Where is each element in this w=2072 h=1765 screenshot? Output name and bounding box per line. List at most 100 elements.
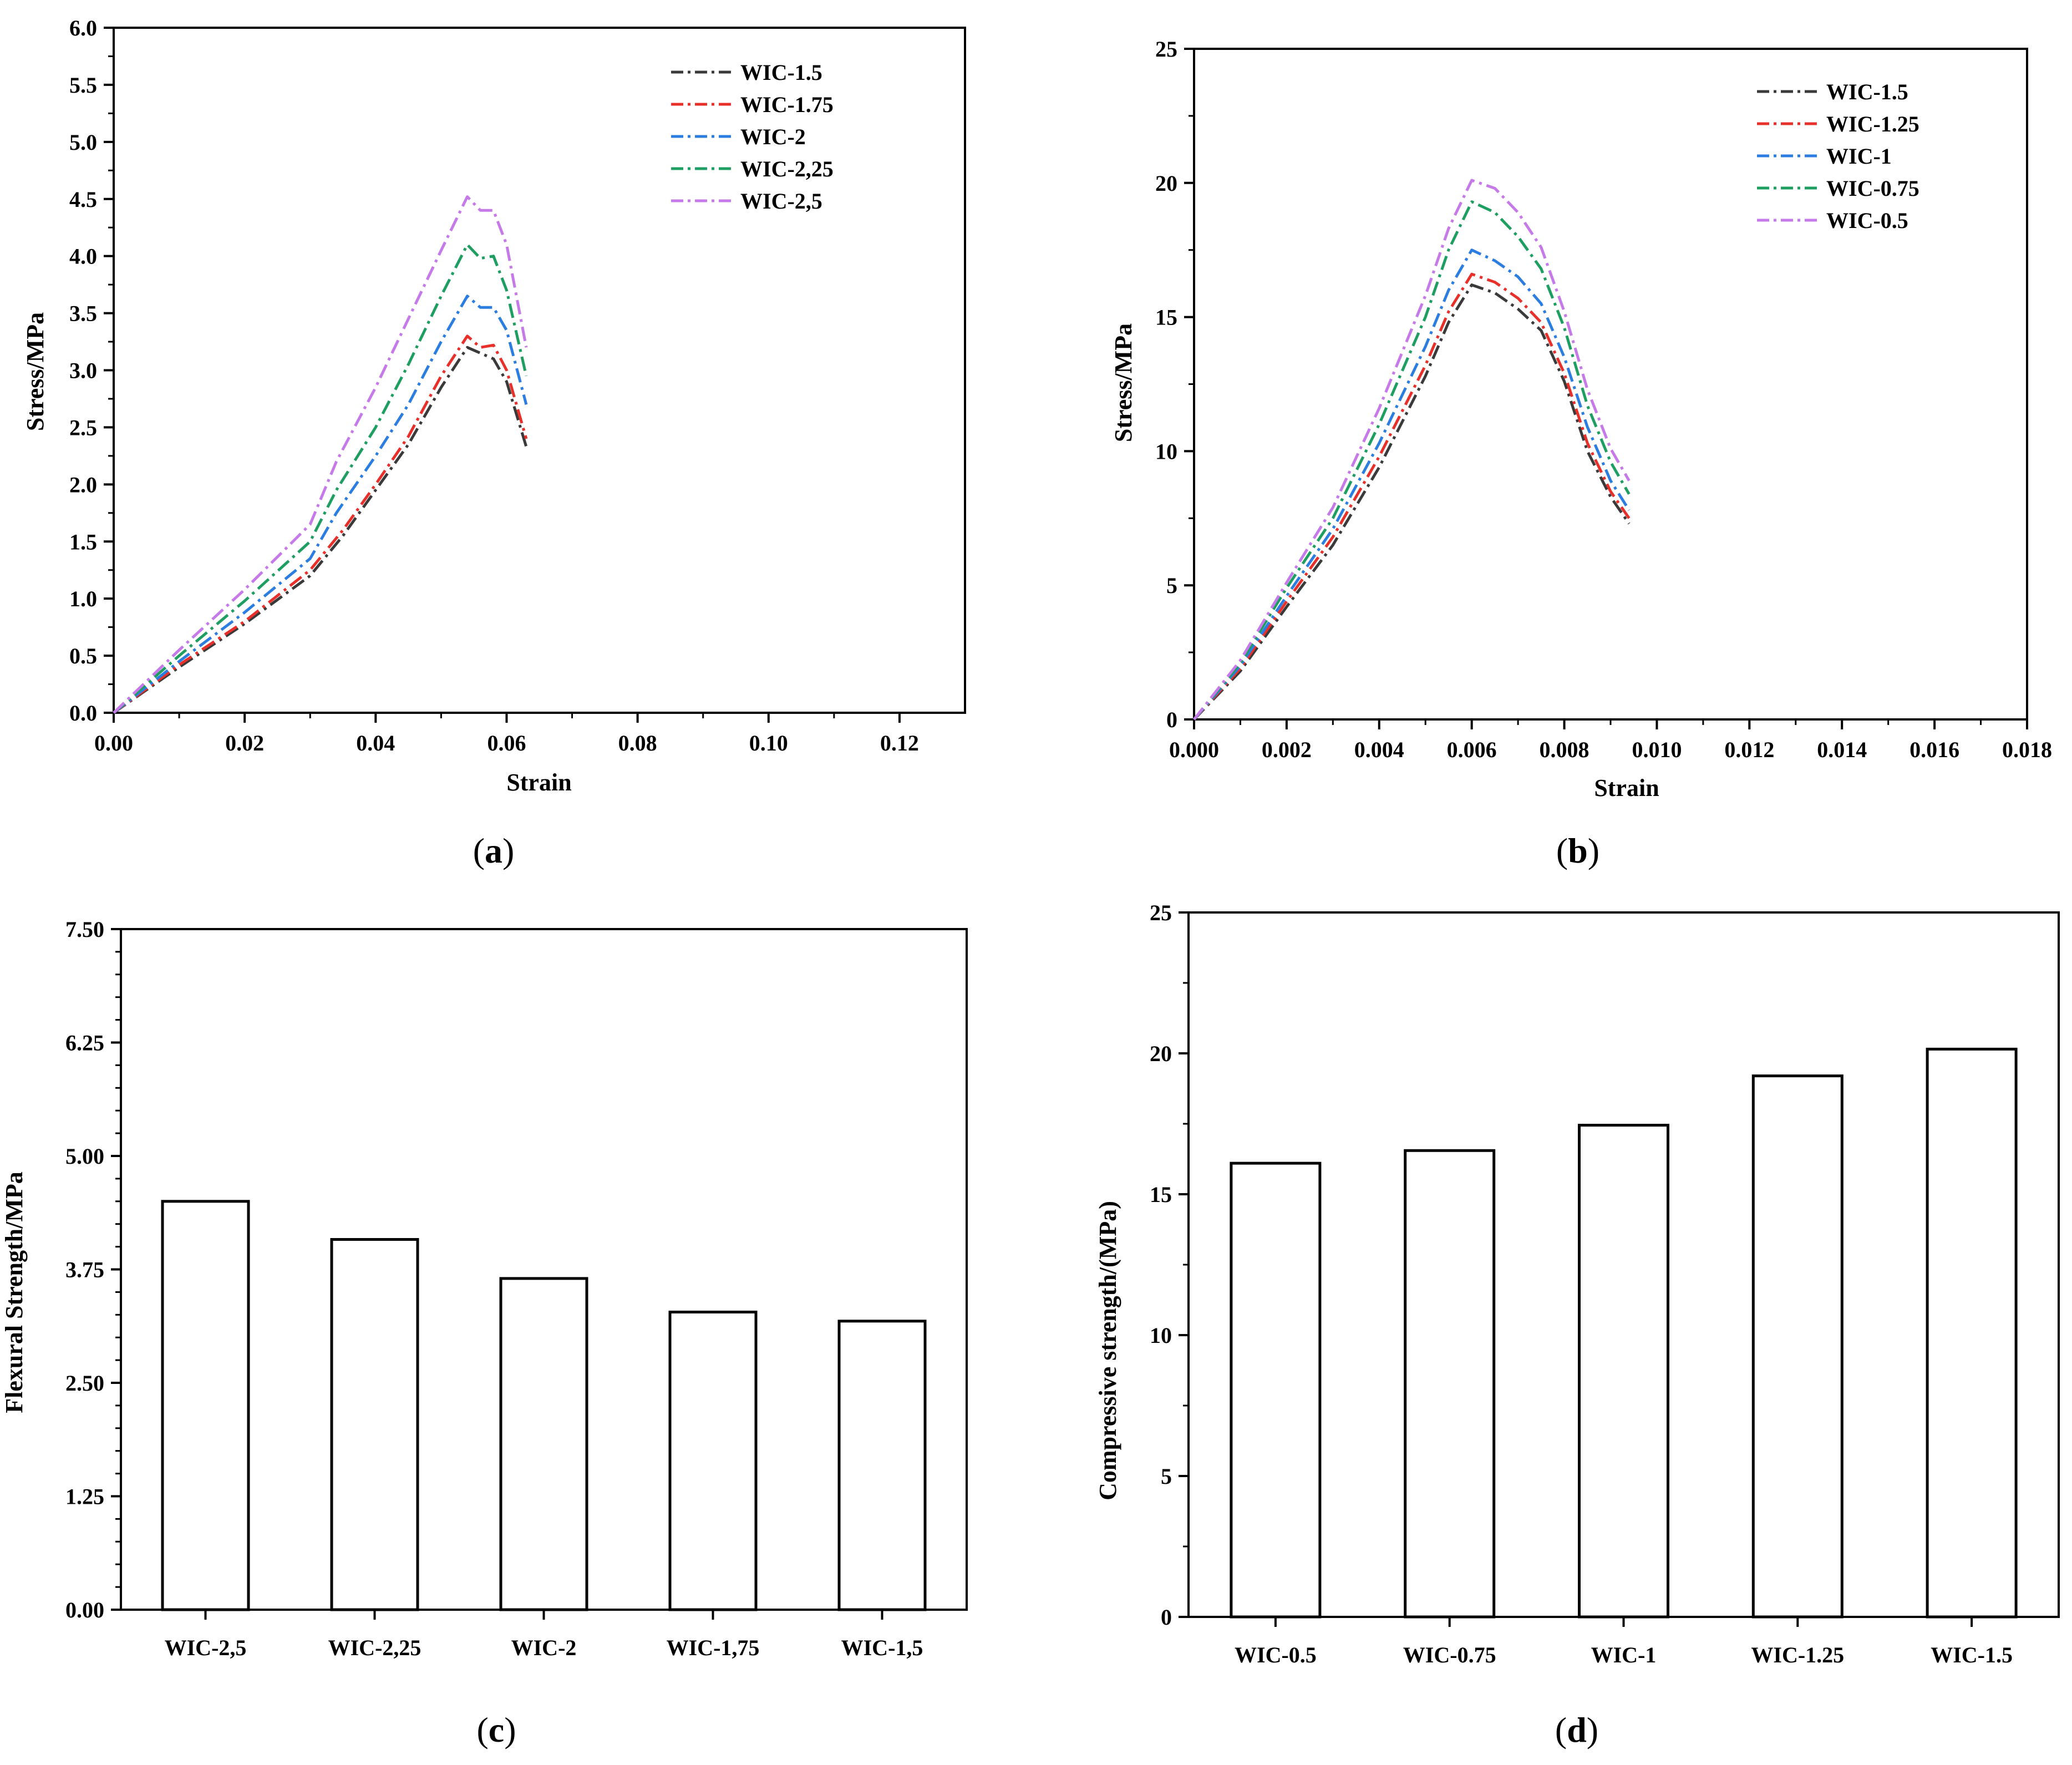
panel-b-xtick-label: 0.006 (1447, 737, 1497, 762)
panel-d-ytick-label: 25 (1150, 900, 1172, 925)
panel-c-caption: (c) (476, 1710, 516, 1749)
panel-a-series-line-4 (113, 195, 528, 714)
panel-b-legend-label-2: WIC-1 (1826, 144, 1892, 169)
panel-a-xtick-label: 0.02 (225, 731, 264, 755)
panel-d-caption: (d) (1555, 1710, 1598, 1749)
panel-c-category-label: WIC-2,25 (328, 1635, 421, 1660)
panel-b-frame (1193, 48, 2028, 721)
panel-d-caption-letter: d (1567, 1710, 1587, 1749)
panel-d-category-label: WIC-1 (1591, 1642, 1657, 1667)
panel-b-xtick-label: 0.010 (1632, 737, 1682, 762)
panel-c-bar-2 (499, 1277, 588, 1611)
panel-a-plot-area: 0.0 0.5 1.0 1.5 2.0 2.5 3.0 3.5 4.0 4.5 5.0 5.5 6.0 0… (69, 16, 966, 755)
panel-d-ylabel: Compressive strength/(MPa) (1094, 1201, 1121, 1500)
panel-d-bar-4 (1926, 1047, 2018, 1619)
panel-b-ylabel: Stress/MPa (1110, 323, 1137, 442)
panel-d-bar-0 (1230, 1162, 1322, 1619)
panel-a-ytick-label: 0.5 (69, 643, 97, 668)
panel-d-category-label: WIC-1.25 (1751, 1642, 1844, 1667)
panel-a-ytick-label: 3.5 (69, 301, 97, 326)
panel-a-legend-label-1: WIC-1.75 (740, 92, 834, 117)
panel-b-legend-label-0: WIC-1.5 (1826, 79, 1908, 104)
panel-a-xtick-label: 0.04 (356, 731, 395, 755)
panel-a-ytick-label: 2.5 (69, 415, 97, 440)
panel-c-bar-0 (161, 1200, 250, 1611)
panel-a-xtick-label: 0.00 (94, 731, 133, 755)
panel-d-ytick-label: 5 (1161, 1464, 1172, 1489)
panel-a-xlabel: Strain (506, 769, 571, 796)
panel-b-series-line-2 (1193, 248, 1631, 721)
panel-c-ytick-label: 0.00 (65, 1597, 104, 1622)
panel-a-series-line-2 (113, 295, 528, 714)
panel-a-stress-strain-flexural: 0.0 0.5 1.0 1.5 2.0 2.5 3.0 3.5 4.0 4.5 5.0 5.5 6.0 0… (22, 16, 966, 870)
panel-b-ytick-label: 10 (1155, 439, 1177, 464)
panel-a-series-line-1 (113, 334, 528, 714)
panel-c-flexural-strength-bars: 0.00 1.25 2.50 3.75 5.00 6.25 7.50 WIC-2,5 WIC-2… (1, 917, 968, 1749)
panel-c-plot-area: 0.00 1.25 2.50 3.75 5.00 6.25 7.50 WIC-2,5 WIC-2… (65, 917, 968, 1660)
panel-b-xtick-label: 0.004 (1354, 737, 1404, 762)
panel-a-legend-label-0: WIC-1.5 (740, 60, 822, 85)
panel-b-legend-label-1: WIC-1.25 (1826, 111, 1919, 136)
panel-b-ytick-label: 20 (1155, 171, 1177, 196)
panel-c-category-label: WIC-1,75 (667, 1635, 760, 1660)
panel-d-compressive-strength-bars: 0 5 10 15 20 25 WIC-0.5 WIC-0.75 WIC-1 WIC-1.25 WI… (1094, 900, 2060, 1749)
panel-b-xtick-label: 0.012 (1724, 737, 1774, 762)
panel-b-series-line-4 (1193, 179, 1631, 721)
panel-c-ytick-label: 3.75 (65, 1257, 104, 1282)
panel-d-category-label: WIC-0.5 (1235, 1642, 1317, 1667)
panel-b-stress-strain-compressive: 0 5 10 15 20 25 0.000 0.002 0.004 0.006 0.008 0.010… (1110, 37, 2052, 870)
panel-b-xtick-label: 0.016 (1910, 737, 1959, 762)
panel-c-category-label: WIC-2,5 (165, 1635, 247, 1660)
panel-b-caption: (b) (1556, 831, 1599, 870)
panel-b-ytick-label: 5 (1166, 573, 1177, 598)
panel-b-series-line-3 (1193, 200, 1631, 721)
panel-b-plot-area: 0 5 10 15 20 25 0.000 0.002 0.004 0.006 0.008 0.010… (1155, 37, 2052, 762)
panel-d-category-label: WIC-1.5 (1931, 1642, 2013, 1667)
panel-b-ytick-label: 0 (1166, 707, 1177, 732)
panel-b-legend-label-4: WIC-0.5 (1826, 208, 1908, 233)
panel-c-ytick-label: 5.00 (65, 1144, 104, 1169)
panel-a-ytick-label: 3.0 (69, 358, 97, 383)
panel-c-ytick-label: 6.25 (65, 1031, 104, 1056)
panel-b-ytick-label: 25 (1155, 37, 1177, 62)
panel-a-series-line-3 (113, 243, 528, 714)
panel-b-xtick-label: 0.018 (2002, 737, 2052, 762)
panel-a-frame (113, 27, 966, 714)
panel-a-ytick-label: 0.0 (69, 701, 97, 726)
panel-c-category-label: WIC-2 (511, 1635, 577, 1660)
panel-d-bar-1 (1404, 1149, 1496, 1619)
panel-c-caption-letter: c (489, 1710, 504, 1749)
panel-d-ytick-label: 15 (1150, 1182, 1172, 1207)
panel-a-ytick-label: 1.0 (69, 586, 97, 611)
panel-a-ytick-label: 4.5 (69, 187, 97, 212)
panel-b-xtick-label: 0.002 (1262, 737, 1312, 762)
panel-d-bar-2 (1578, 1124, 1669, 1619)
panel-b-series-line-1 (1193, 272, 1631, 721)
panel-b-xtick-label: 0.008 (1540, 737, 1589, 762)
panel-a-legend-label-2: WIC-2 (740, 124, 806, 149)
panel-b-xtick-label: 0.014 (1817, 737, 1867, 762)
panel-a-ylabel: Stress/MPa (22, 312, 49, 431)
panel-c-bar-3 (668, 1310, 758, 1611)
panel-c-category-label: WIC-1,5 (841, 1635, 923, 1660)
panel-a-xtick-label: 0.10 (749, 731, 788, 755)
panel-c-ytick-label: 7.50 (65, 917, 104, 942)
panel-a-legend-label-4: WIC-2,5 (740, 189, 822, 214)
panel-c-bar-4 (837, 1320, 927, 1611)
panel-a-ytick-label: 4.0 (69, 244, 97, 269)
panel-b-xtick-label: 0.000 (1169, 737, 1219, 762)
panel-a-ytick-label: 5.5 (69, 73, 97, 98)
panel-a-legend-label-3: WIC-2,25 (740, 156, 834, 181)
panel-a-xtick-label: 0.12 (880, 731, 919, 755)
panel-d-ytick-label: 0 (1161, 1605, 1172, 1630)
panel-c-ylabel: Flexural Strength/MPa (1, 1171, 28, 1413)
panel-b-ytick-label: 15 (1155, 305, 1177, 330)
panel-d-category-label: WIC-0.75 (1403, 1642, 1496, 1667)
panel-a-caption: (a) (473, 831, 515, 870)
panel-c-ytick-label: 2.50 (65, 1371, 104, 1396)
panel-c-ytick-label: 1.25 (65, 1484, 104, 1509)
panel-d-ytick-label: 20 (1150, 1041, 1172, 1066)
panel-c-bar-1 (330, 1238, 419, 1611)
panel-a-ytick-label: 6.0 (69, 16, 97, 40)
